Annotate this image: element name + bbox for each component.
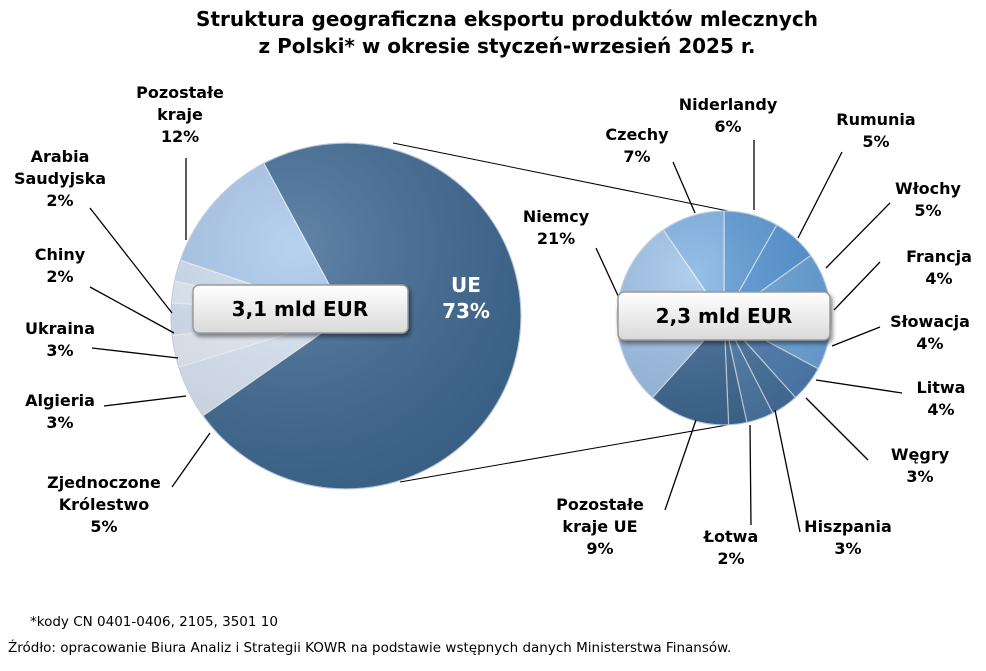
leader-line-niemcy: [595, 247, 621, 301]
zoom-connector-top: [392, 142, 734, 213]
slice-labels: Pozostałe kraje 12% Arabia Saudyjska 2% Chiny 2…: [14, 83, 972, 568]
slice-label-algieria-name: Algieria: [25, 391, 95, 410]
slice-label-niemcy-value: 21%: [537, 229, 575, 248]
leader-lines: [89, 140, 903, 533]
footnote: *kody CN 0401-0406, 2105, 3501 10: [30, 614, 278, 630]
chart-title-line2: z Polski* w okresie styczeń-wrzesień 202…: [259, 34, 756, 58]
slice-label-arabia-saudyjska-value: 2%: [46, 191, 73, 210]
slice-label-hiszpania-value: 3%: [834, 539, 861, 558]
leader-line-czechy: [672, 161, 696, 214]
leader-line-arabia-saudyjska: [89, 207, 173, 314]
total-label-world: 3,1 mld EUR: [232, 297, 369, 321]
slice-label-pozostale-kraje-ue-name: kraje UE: [562, 517, 637, 536]
slice-label-chiny-name: Chiny: [35, 245, 86, 264]
leader-line-ukraina: [91, 347, 179, 359]
slice-label-chiny-value: 2%: [46, 267, 73, 286]
leader-line-lotwa: [749, 424, 752, 526]
chart-title-line1: Struktura geograficzna eksportu produktó…: [196, 7, 818, 31]
slice-label-czechy-name: Czechy: [605, 125, 669, 144]
slice-label-slowacja-value: 4%: [916, 334, 943, 353]
slice-label-wlochy-name: Włochy: [895, 179, 961, 198]
slice-label-slowacja-name: Słowacja: [890, 312, 970, 331]
leader-line-wlochy: [825, 202, 891, 269]
source-note: Źródło: opracowanie Biura Analiz i Strat…: [8, 638, 731, 656]
slice-label-rumunia-name: Rumunia: [836, 110, 915, 129]
slice-label-rumunia-value: 5%: [862, 132, 889, 151]
slice-label-arabia-saudyjska-name: Arabia: [31, 147, 90, 166]
leader-line-francja: [833, 261, 881, 311]
slice-label-lotwa-name: Łotwa: [703, 527, 759, 546]
slice-label-ue-value: 73%: [442, 299, 490, 323]
slice-label-hiszpania-name: Hiszpania: [804, 517, 892, 536]
leader-line-litwa: [815, 379, 903, 394]
slice-label-czechy-value: 7%: [623, 147, 650, 166]
slice-label-arabia-saudyjska-name: Saudyjska: [14, 169, 106, 188]
slice-label-lotwa-value: 2%: [717, 549, 744, 568]
slice-label-pozostale-kraje-value: 12%: [161, 127, 199, 146]
slice-label-zjednoczone-krolestwo-name: Królestwo: [59, 495, 150, 514]
slice-label-wlochy-value: 5%: [914, 201, 941, 220]
slice-label-litwa-value: 4%: [927, 400, 954, 419]
slice-label-pozostale-kraje-name: kraje: [157, 105, 203, 124]
slice-label-pozostale-kraje-name: Pozostałe: [136, 83, 224, 102]
leader-line-hiszpania: [774, 409, 801, 533]
slice-label-zjednoczone-krolestwo-value: 5%: [90, 517, 117, 536]
slice-label-litwa-name: Litwa: [917, 378, 966, 397]
leader-line-rumunia: [797, 151, 843, 239]
leader-line-wegry: [805, 397, 869, 461]
slice-label-ukraina-value: 3%: [46, 341, 73, 360]
total-box-world: 3,1 mld EUR: [192, 284, 409, 334]
slice-label-pozostale-kraje-ue-value: 9%: [586, 539, 613, 558]
slice-label-zjednoczone-krolestwo-name: Zjednoczone: [47, 473, 161, 492]
zoom-connector-bottom: [399, 423, 734, 483]
total-box-eu: 2,3 mld EUR: [617, 291, 831, 341]
slice-label-niderlandy-value: 6%: [714, 117, 741, 136]
slice-label-niderlandy-name: Niderlandy: [679, 95, 778, 114]
slice-label-ue-name: UE: [451, 273, 481, 297]
leader-line-chiny: [89, 286, 175, 334]
slice-label-wegry-value: 3%: [906, 467, 933, 486]
slice-label-pozostale-kraje-ue-name: Pozostałe: [556, 495, 644, 514]
leader-line-pozostale-kraje-ue: [664, 419, 697, 511]
leader-line-zjednoczone-krolestwo: [171, 432, 211, 488]
slice-label-francja-value: 4%: [925, 269, 952, 288]
slice-label-algieria-value: 3%: [46, 413, 73, 432]
slice-label-wegry-name: Węgry: [891, 445, 950, 464]
slice-label-ukraina-name: Ukraina: [25, 319, 95, 338]
leader-line-slowacja: [831, 326, 881, 347]
leader-line-algieria: [103, 395, 187, 407]
slice-label-niemcy-name: Niemcy: [523, 207, 590, 226]
slice-label-francja-name: Francja: [906, 247, 972, 266]
total-label-eu: 2,3 mld EUR: [656, 304, 793, 328]
